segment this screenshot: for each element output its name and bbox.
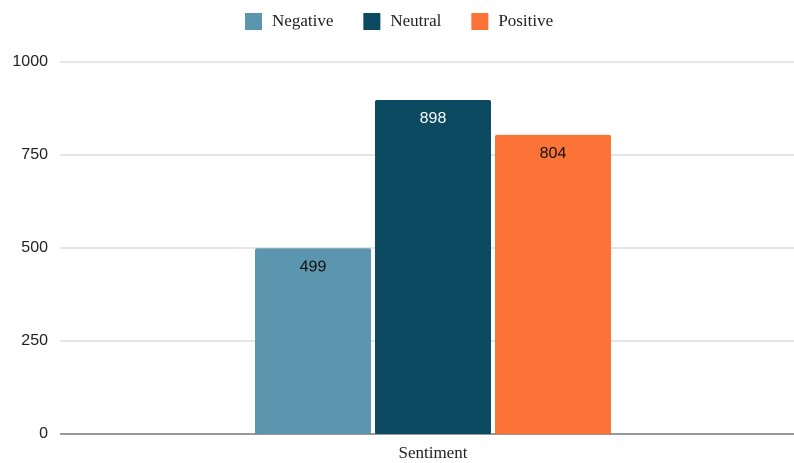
y-tick-label: 0: [39, 425, 48, 442]
y-tick-label: 750: [21, 146, 48, 163]
legend-label: Negative: [272, 11, 333, 30]
data-label: 499: [300, 259, 327, 276]
bar: [495, 135, 611, 434]
legend-swatch: [245, 13, 262, 30]
legend-label: Neutral: [390, 11, 441, 30]
bar: [255, 248, 371, 434]
bar: [375, 100, 491, 434]
y-tick-label: 1000: [12, 53, 48, 70]
x-axis-label: Sentiment: [399, 443, 468, 462]
chart: Sentiment 0 250 500 750 1000 Negative Neutral P…: [0, 0, 794, 463]
y-tick-label: 500: [21, 239, 48, 256]
legend-swatch: [363, 13, 380, 30]
data-label: 898: [420, 110, 447, 127]
y-tick-label: 250: [21, 332, 48, 349]
legend-label: Positive: [498, 11, 553, 30]
legend-swatch: [471, 13, 488, 30]
data-label: 804: [540, 145, 567, 162]
